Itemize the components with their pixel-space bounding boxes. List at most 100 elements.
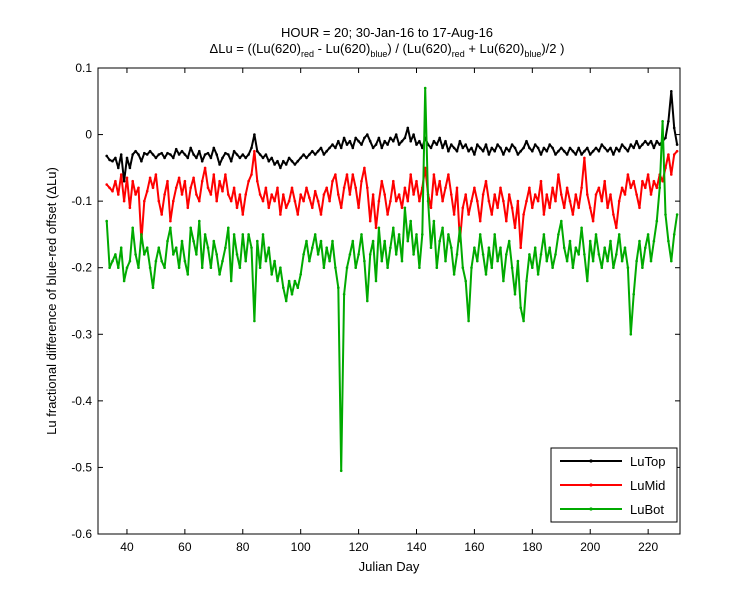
data-point-lumid — [548, 206, 551, 210]
data-point-lubot — [189, 226, 192, 230]
data-point-lubot — [229, 279, 233, 283]
data-point-lumid — [195, 193, 198, 196]
data-point-lutop — [444, 139, 447, 143]
data-point-lubot — [244, 259, 247, 263]
data-point-lutop — [412, 133, 415, 136]
data-point-lutop — [551, 146, 554, 150]
data-point-lutop — [247, 153, 250, 156]
title2-suffix: )/2 ) — [541, 41, 564, 56]
data-point-lumid — [368, 219, 372, 223]
series-layer — [105, 86, 679, 473]
data-point-lumid — [612, 213, 615, 216]
data-point-lumid — [119, 173, 123, 176]
data-point-lubot — [117, 266, 120, 270]
data-point-lumid — [626, 173, 630, 176]
data-point-lutop — [209, 156, 213, 160]
data-point-lumid — [571, 213, 575, 216]
data-point-lubot — [545, 259, 549, 263]
data-point-lutop — [276, 159, 279, 163]
data-point-lubot — [583, 253, 586, 256]
data-point-lutop — [667, 120, 670, 123]
data-point-lumid — [189, 186, 192, 190]
data-point-lubot — [594, 233, 598, 236]
data-point-lutop — [166, 151, 169, 155]
data-point-lumid — [131, 179, 134, 183]
data-point-lubot — [143, 253, 146, 256]
data-point-lutop — [117, 166, 120, 170]
data-point-lubot — [383, 239, 387, 243]
y-axis-label: Lu fractional difference of blue-red off… — [44, 167, 59, 435]
data-point-lumid — [125, 176, 129, 180]
data-point-lubot — [644, 246, 647, 249]
data-point-lubot — [487, 246, 491, 249]
data-point-lubot — [455, 253, 459, 256]
data-point-lutop — [632, 146, 635, 150]
data-point-lubot — [528, 253, 531, 256]
data-point-lutop — [554, 153, 557, 156]
data-point-lubot — [481, 253, 485, 256]
data-point-lubot — [296, 286, 300, 290]
data-point-lubot — [603, 246, 606, 249]
data-point-lumid — [319, 213, 323, 216]
data-point-lutop — [626, 149, 630, 153]
data-point-lutop — [577, 146, 580, 150]
data-point-lumid — [525, 199, 528, 203]
data-point-lumid — [241, 213, 245, 216]
data-point-lutop — [172, 156, 175, 160]
data-point-lumid — [542, 213, 546, 216]
data-point-lutop — [635, 139, 638, 143]
data-point-lubot — [322, 266, 326, 270]
data-point-lutop — [505, 146, 508, 150]
data-point-lutop — [174, 147, 178, 151]
data-point-lubot — [377, 226, 381, 230]
data-point-lubot — [316, 253, 320, 256]
data-point-lubot — [667, 239, 670, 243]
chart-title: HOUR = 20; 30-Jan-16 to 17-Aug-16 ΔLu = … — [210, 25, 565, 59]
data-point-lumid — [374, 226, 378, 230]
data-point-lutop — [215, 153, 218, 156]
x-tick-label: 160 — [464, 540, 484, 554]
data-point-lubot — [461, 266, 465, 270]
data-point-lubot — [264, 259, 268, 263]
data-point-lutop — [629, 143, 633, 146]
data-point-lubot — [253, 319, 256, 323]
data-point-lubot — [426, 199, 430, 203]
y-tick-label: -0.6 — [71, 527, 92, 541]
data-point-lumid — [117, 193, 120, 196]
title2-mid3: + Lu(620) — [465, 41, 525, 56]
data-point-lubot — [507, 239, 511, 243]
data-point-lubot — [609, 239, 612, 243]
data-point-lumid — [273, 199, 276, 203]
data-point-lubot — [247, 233, 250, 236]
data-point-lubot — [221, 259, 224, 263]
data-point-lumid — [311, 206, 314, 210]
data-point-lumid — [296, 213, 300, 216]
data-point-lubot — [276, 279, 279, 283]
data-point-lutop — [539, 153, 543, 156]
data-point-lutop — [157, 153, 161, 156]
data-point-lutop — [316, 149, 320, 153]
data-point-lutop — [299, 156, 303, 160]
data-point-lubot — [510, 266, 514, 270]
title2-sub2: blue — [370, 49, 387, 59]
data-point-lumid — [238, 193, 242, 196]
data-point-lutop — [649, 139, 653, 143]
data-point-lumid — [470, 199, 473, 203]
data-point-lutop — [151, 153, 155, 156]
data-point-lumid — [351, 173, 355, 176]
data-point-lutop — [279, 166, 282, 170]
data-point-lutop — [282, 159, 285, 163]
series-line-lumid — [105, 150, 678, 249]
data-point-lubot — [160, 259, 163, 263]
data-point-lubot — [215, 253, 218, 256]
data-point-lutop — [525, 139, 528, 143]
data-point-lumid — [206, 186, 210, 190]
data-point-lutop — [284, 163, 288, 166]
data-point-lumid — [620, 186, 624, 190]
data-point-lumid — [267, 206, 271, 210]
data-point-lubot — [629, 333, 633, 336]
data-point-lumid — [623, 193, 627, 196]
data-point-lubot — [397, 233, 401, 236]
data-point-lutop — [617, 149, 621, 153]
data-point-lumid — [577, 206, 580, 210]
